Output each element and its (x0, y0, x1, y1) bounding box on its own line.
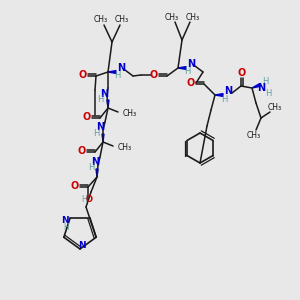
Text: H: H (262, 76, 268, 85)
Text: N: N (61, 216, 69, 225)
Text: CH₃: CH₃ (94, 14, 108, 23)
Text: CH₃: CH₃ (123, 110, 137, 118)
Text: H: H (114, 71, 120, 80)
Text: CH₃: CH₃ (247, 131, 261, 140)
Text: N: N (117, 63, 125, 73)
Text: H: H (93, 128, 99, 137)
Text: O: O (150, 70, 158, 80)
Text: H: H (265, 88, 271, 98)
Polygon shape (178, 67, 186, 69)
Text: H: H (88, 164, 94, 172)
Text: H: H (97, 95, 103, 104)
Text: O: O (238, 68, 246, 78)
Text: O: O (71, 181, 79, 191)
Text: H: H (63, 223, 69, 232)
Text: CH₃: CH₃ (118, 143, 132, 152)
Text: N: N (78, 242, 86, 250)
Text: O: O (85, 196, 92, 205)
Polygon shape (102, 134, 104, 142)
Text: CH₃: CH₃ (165, 13, 179, 22)
Polygon shape (107, 100, 109, 108)
Text: N: N (257, 83, 265, 93)
Text: N: N (96, 122, 104, 132)
Text: N: N (91, 157, 99, 167)
Text: O: O (78, 146, 86, 156)
Text: H: H (81, 196, 87, 205)
Text: CH₃: CH₃ (115, 14, 129, 23)
Text: N: N (100, 89, 108, 99)
Polygon shape (96, 169, 98, 177)
Text: H: H (184, 68, 190, 76)
Text: O: O (83, 112, 91, 122)
Text: H: H (221, 94, 227, 103)
Polygon shape (252, 84, 260, 88)
Text: CH₃: CH₃ (186, 13, 200, 22)
Text: O: O (79, 70, 87, 80)
Text: N: N (224, 86, 232, 96)
Text: N: N (187, 59, 195, 69)
Polygon shape (108, 70, 116, 74)
Polygon shape (215, 94, 223, 96)
Text: CH₃: CH₃ (268, 103, 282, 112)
Text: O: O (187, 78, 195, 88)
